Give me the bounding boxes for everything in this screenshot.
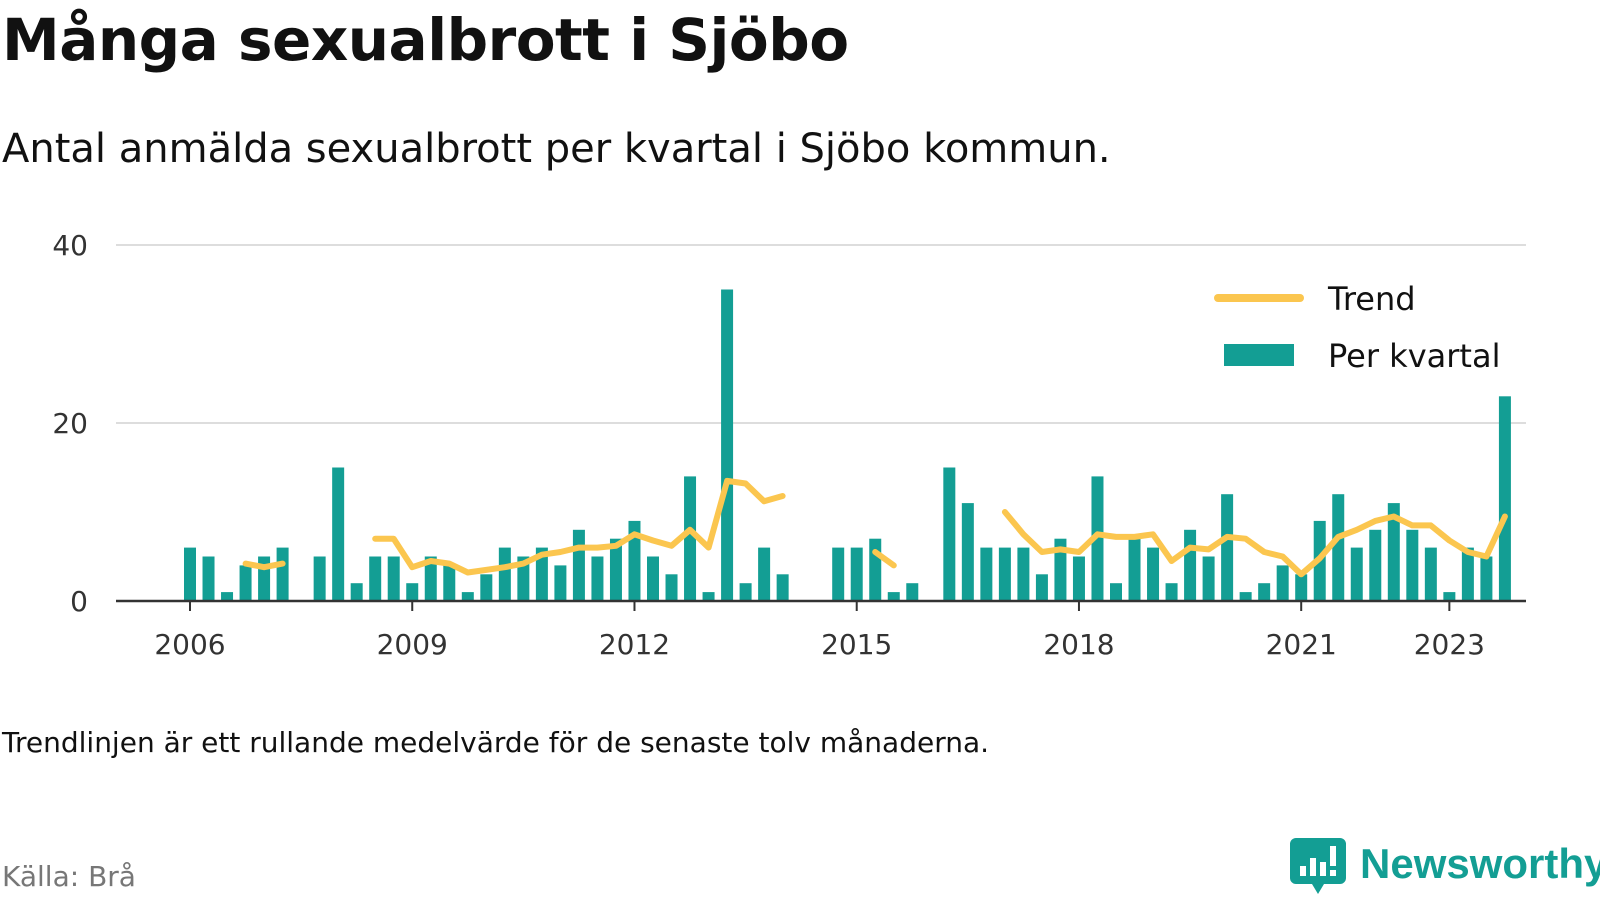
bar xyxy=(869,538,882,601)
bar xyxy=(647,556,659,601)
bar xyxy=(1498,396,1511,601)
bar xyxy=(684,476,697,601)
x-axis-ticks: 2006 2009 2012 2015 2018 2021 2023 xyxy=(154,601,1485,661)
y-axis-ticks: 0 20 40 xyxy=(52,229,88,618)
bar xyxy=(628,520,641,601)
bar xyxy=(480,574,493,601)
bar xyxy=(1239,592,1252,601)
bar xyxy=(1035,574,1048,601)
x-tick-label: 2015 xyxy=(821,628,892,661)
trend-line-segment xyxy=(1001,509,1508,578)
bar xyxy=(906,583,919,601)
bar xyxy=(980,547,993,601)
bar xyxy=(1443,592,1456,601)
bar xyxy=(943,467,956,601)
bar xyxy=(1091,476,1104,601)
bar xyxy=(498,547,511,601)
bar xyxy=(998,547,1011,601)
chart-subtitle: Antal anmälda sexualbrott per kvartal i … xyxy=(2,126,1111,172)
legend-bar-swatch xyxy=(1224,344,1294,366)
bar xyxy=(1369,529,1382,601)
bar xyxy=(702,592,715,601)
bar xyxy=(1258,583,1271,601)
bar xyxy=(572,529,585,601)
bar xyxy=(850,547,863,601)
bar xyxy=(332,467,345,601)
bar xyxy=(739,583,752,601)
bar xyxy=(443,565,456,601)
bar xyxy=(202,556,215,601)
bar xyxy=(758,547,771,601)
bar xyxy=(1054,538,1067,601)
bar xyxy=(258,556,271,601)
bar xyxy=(387,556,400,601)
x-tick-label: 2021 xyxy=(1266,628,1337,661)
bar xyxy=(424,556,437,601)
bar xyxy=(239,565,252,601)
bar xyxy=(1461,547,1474,601)
bar xyxy=(276,547,289,601)
bar xyxy=(517,556,530,601)
newsworthy-icon xyxy=(1290,838,1346,894)
trend-line-segment xyxy=(242,560,286,571)
bar xyxy=(1350,547,1363,601)
bar xyxy=(1184,529,1197,601)
bar xyxy=(1387,503,1400,601)
bar xyxy=(461,592,474,601)
bar-line-chart: 2006 2009 2012 2015 2018 2021 2023 0 20 40 Trend… xyxy=(52,229,1526,661)
trend-line-segment xyxy=(872,549,897,569)
chart-title: Många sexualbrott i Sjöbo xyxy=(2,6,849,74)
legend-bar-label: Per kvartal xyxy=(1328,337,1500,375)
bar xyxy=(184,547,196,601)
y-tick-label: 20 xyxy=(52,407,88,440)
bar xyxy=(1332,494,1345,601)
bar xyxy=(1072,556,1085,601)
bar xyxy=(406,583,419,601)
source-label: Källa: Brå xyxy=(2,860,136,893)
bar xyxy=(887,592,900,601)
trend-line-segment xyxy=(372,477,786,576)
y-tick-label: 40 xyxy=(52,229,88,262)
legend: Trend Per kvartal xyxy=(1214,280,1500,375)
gridlines xyxy=(116,244,1526,424)
bar xyxy=(1110,583,1122,601)
x-tick-label: 2012 xyxy=(599,628,670,661)
y-tick-label: 0 xyxy=(70,585,88,618)
bar xyxy=(591,556,604,601)
bar xyxy=(1147,547,1160,601)
x-tick-label: 2018 xyxy=(1043,628,1114,661)
brand-name: Newsworthy xyxy=(1360,840,1600,887)
chart-note: Trendlinjen är ett rullande medelvärde f… xyxy=(2,726,990,759)
bar xyxy=(776,574,789,601)
bar xyxy=(1295,574,1308,601)
x-tick-label: 2023 xyxy=(1414,628,1485,661)
bar xyxy=(961,503,974,601)
bar xyxy=(369,556,382,601)
bar xyxy=(1406,529,1419,601)
bar xyxy=(832,547,845,601)
bar xyxy=(313,556,326,601)
bar xyxy=(665,574,678,601)
x-tick-label: 2006 xyxy=(154,628,225,661)
bar xyxy=(1424,547,1437,601)
trend-series xyxy=(242,477,1508,578)
bar xyxy=(1221,494,1234,601)
bar xyxy=(1276,565,1289,601)
x-tick-label: 2009 xyxy=(377,628,448,661)
bar xyxy=(554,565,567,601)
bar xyxy=(609,538,622,601)
bar xyxy=(350,583,363,601)
bar xyxy=(1165,583,1178,601)
bar xyxy=(221,592,234,601)
bar xyxy=(721,289,734,601)
bar-series xyxy=(184,289,1511,601)
bar xyxy=(535,547,548,601)
legend-trend-label: Trend xyxy=(1327,280,1416,318)
bar xyxy=(1202,556,1215,601)
bar xyxy=(1128,538,1141,601)
bar xyxy=(1017,547,1030,601)
bar xyxy=(1480,556,1493,601)
